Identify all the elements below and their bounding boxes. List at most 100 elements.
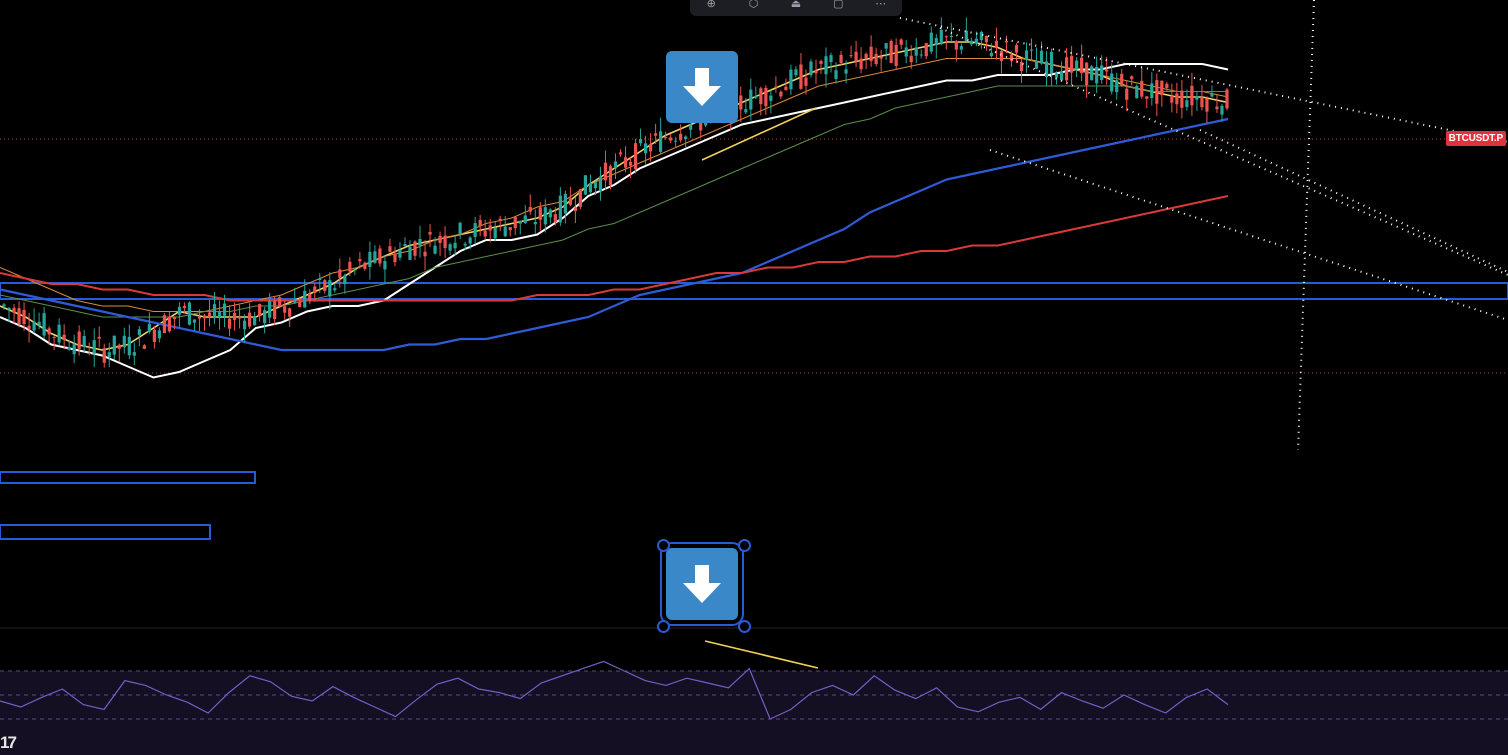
support-zone: [0, 282, 1508, 300]
down-arrow-marker-top[interactable]: [666, 51, 738, 123]
candle-body: [283, 306, 287, 313]
candle-body: [147, 323, 151, 332]
candle-body: [433, 245, 437, 254]
candle-body: [1024, 50, 1029, 60]
candle-body: [774, 86, 778, 88]
candle-body: [1125, 88, 1129, 100]
candle-body: [934, 38, 938, 45]
down-arrow-marker-bottom[interactable]: [660, 542, 744, 626]
candle-body: [784, 86, 788, 91]
candle-body: [754, 95, 758, 98]
candle-body: [102, 348, 106, 363]
candle-body: [643, 143, 648, 154]
selection-handle-icon[interactable]: [657, 620, 670, 633]
candle-body: [814, 70, 818, 74]
candle-body: [699, 117, 703, 131]
candle-body: [12, 307, 16, 313]
trendline-lower: [989, 149, 1508, 321]
candle-body: [593, 182, 598, 189]
candle-body: [689, 124, 693, 130]
candle-body: [1170, 95, 1174, 103]
magnet-icon[interactable]: ⬡: [748, 0, 759, 10]
candle-body: [112, 335, 116, 355]
more-icon[interactable]: ⋯: [875, 0, 887, 10]
candle-body: [132, 352, 136, 356]
candle-body: [232, 312, 237, 320]
candle-body: [37, 321, 41, 326]
trend-drawings[interactable]: [701, 0, 1508, 451]
candle-body: [824, 56, 828, 75]
lock-icon[interactable]: ⏏: [790, 0, 802, 10]
candle-body: [373, 251, 377, 263]
candle-body: [628, 161, 633, 166]
selection-handle-icon[interactable]: [738, 620, 751, 633]
candle-body: [974, 38, 978, 44]
candle-body: [248, 312, 252, 327]
candle-body: [503, 226, 507, 237]
candle-body: [398, 249, 402, 258]
candle-body: [107, 352, 111, 358]
candle-body: [513, 216, 517, 229]
candle-body: [1210, 93, 1214, 97]
candle-body: [999, 51, 1004, 62]
candle-body: [664, 136, 668, 138]
candle-body: [949, 35, 953, 38]
candle-body: [483, 230, 487, 237]
candle-body: [52, 337, 56, 339]
candle-body: [473, 223, 477, 237]
candle-body: [874, 53, 878, 64]
candle-body: [929, 32, 933, 52]
candle-body: [1120, 73, 1124, 86]
add-text-icon[interactable]: ⊕: [706, 0, 716, 10]
candle-body: [1019, 61, 1024, 72]
candle-body: [268, 301, 272, 318]
candle-body: [152, 329, 156, 342]
support-zone: [0, 471, 256, 484]
candle-body: [137, 329, 141, 335]
candle-body: [77, 331, 81, 349]
candle-body: [869, 46, 873, 61]
candle-body: [1185, 100, 1189, 108]
candle-body: [1095, 66, 1099, 84]
selection-handle-icon[interactable]: [738, 539, 751, 552]
candle-body: [1080, 57, 1084, 74]
candle-body: [47, 328, 51, 335]
candle-body: [378, 248, 382, 264]
candle-body: [1100, 65, 1104, 81]
candle-body: [67, 347, 71, 350]
candle-body: [343, 275, 347, 284]
drawing-toolbar: ⊕ ⬡ ⏏ ▢ ⋯: [690, 0, 902, 16]
candle-body: [1165, 83, 1169, 89]
candle-body: [769, 95, 773, 101]
candle-body: [548, 209, 552, 218]
candle-body: [1085, 62, 1089, 86]
candle-body: [62, 334, 66, 341]
candle-body: [679, 133, 683, 141]
candle-body: [764, 87, 768, 107]
selection-handle-icon[interactable]: [657, 539, 670, 552]
candle-body: [1135, 85, 1139, 99]
candle-body: [1175, 93, 1179, 105]
candle-body: [318, 278, 322, 281]
candle-body: [638, 138, 643, 144]
candle-body: [298, 301, 302, 307]
candle-body: [127, 336, 131, 356]
candle-body: [1160, 80, 1164, 95]
candle-body: [799, 64, 803, 89]
candle-body: [413, 241, 417, 256]
candle-body: [323, 280, 327, 291]
candle-body: [403, 243, 407, 247]
candle-body: [979, 31, 983, 41]
candle-body: [383, 261, 387, 270]
symbol-price-badge: BTCUSDT.P: [1445, 131, 1506, 146]
candle-body: [212, 304, 217, 319]
candle-body: [1145, 96, 1149, 99]
candle-body: [648, 144, 653, 152]
candle-body: [834, 70, 838, 79]
candle-body: [1044, 61, 1049, 78]
candle-body: [82, 336, 86, 347]
candle-body: [859, 58, 863, 70]
trash-icon[interactable]: ▢: [833, 0, 844, 10]
candle-body: [177, 306, 182, 315]
